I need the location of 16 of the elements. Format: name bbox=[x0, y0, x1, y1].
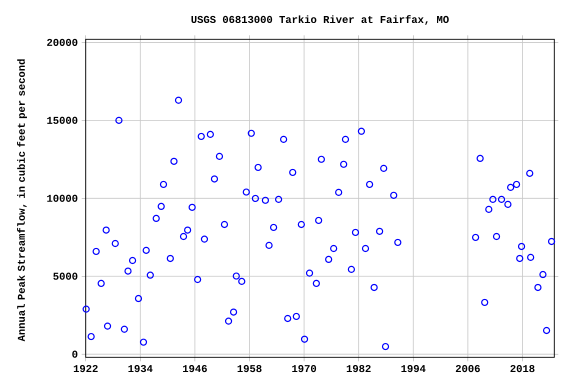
x-tick-label: 2006 bbox=[456, 365, 480, 372]
x-tick-label: 1982 bbox=[346, 365, 371, 372]
y-axis-title: Annual Peak Streamflow, in cubic feet per second bbox=[17, 59, 27, 342]
y-tick-label: 5000 bbox=[53, 272, 78, 280]
x-tick-label: 2018 bbox=[510, 365, 534, 372]
y-tick-label: 10000 bbox=[47, 194, 78, 202]
x-tick-label: 1958 bbox=[238, 365, 262, 372]
y-tick-label: 0 bbox=[72, 350, 78, 358]
x-tick-label: 1994 bbox=[401, 365, 426, 372]
chart-title: USGS 06813000 Tarkio River at Fairfax, MO bbox=[191, 15, 449, 25]
y-tick-label: 15000 bbox=[47, 116, 78, 124]
x-tick-label: 1946 bbox=[182, 365, 207, 372]
x-tick-label: 1934 bbox=[128, 365, 153, 372]
x-tick-label: 1922 bbox=[74, 365, 98, 372]
x-tick-label: 1970 bbox=[292, 365, 316, 372]
y-tick-label: 20000 bbox=[47, 38, 78, 46]
